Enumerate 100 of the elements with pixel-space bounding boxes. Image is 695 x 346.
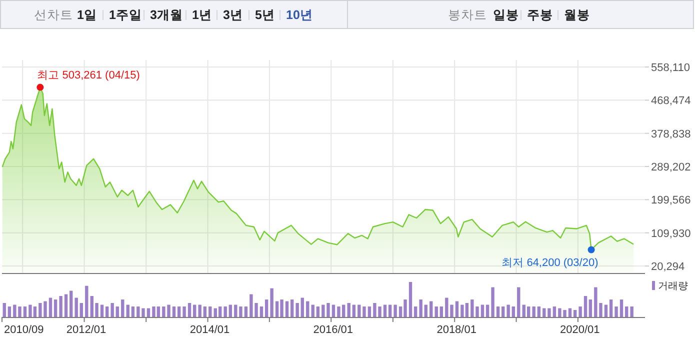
bar <box>110 303 114 317</box>
text: 주봉 <box>527 8 553 22</box>
bar <box>537 306 541 317</box>
bar <box>192 304 196 317</box>
bar <box>455 301 459 317</box>
bar <box>260 306 264 317</box>
bar <box>332 304 336 317</box>
bar <box>491 287 494 317</box>
text: 봉차트 <box>448 8 487 22</box>
bar <box>430 301 433 317</box>
bar <box>496 306 500 317</box>
bar <box>239 306 242 317</box>
bar <box>311 304 314 317</box>
text: 10년 <box>286 8 313 22</box>
bar <box>408 282 412 317</box>
y-tick-label: 199,566 <box>651 194 691 207</box>
bar <box>388 304 392 317</box>
bar <box>347 303 350 317</box>
bar <box>419 300 422 317</box>
bar <box>54 300 58 317</box>
bar <box>48 298 52 317</box>
bar <box>548 308 551 317</box>
bar <box>105 306 109 317</box>
bar <box>630 306 634 317</box>
y-tick-label: 558,110 <box>651 62 690 74</box>
bar <box>23 306 27 317</box>
text: 1일 <box>77 8 97 22</box>
bar <box>362 306 366 317</box>
bar <box>177 306 181 317</box>
text: 월봉 <box>564 8 590 22</box>
bar <box>368 306 372 317</box>
bar <box>285 301 289 317</box>
text: 1주일 <box>109 8 142 22</box>
x-tick-label: 2012/01 <box>66 324 106 336</box>
bar <box>2 303 6 317</box>
bar <box>440 306 444 317</box>
bar <box>59 296 62 317</box>
bar <box>64 294 68 317</box>
bar <box>121 300 124 317</box>
x-tick-label: 2018/01 <box>436 324 476 336</box>
bar <box>578 306 582 317</box>
bar <box>358 304 361 317</box>
bar <box>624 306 628 317</box>
bar <box>424 304 428 317</box>
text: 선차트 <box>34 8 73 22</box>
bar <box>234 304 238 317</box>
bar <box>517 287 520 317</box>
text: 일봉 <box>493 8 519 22</box>
bar <box>434 306 438 317</box>
bar <box>486 304 490 317</box>
bar <box>394 304 397 317</box>
bar <box>512 306 515 317</box>
bar <box>188 303 192 317</box>
x-tick-label: 2010/09 <box>4 324 44 336</box>
text: 5년 <box>255 8 275 22</box>
bar <box>552 306 556 317</box>
bar <box>300 298 304 317</box>
x-tick-label: 2020/01 <box>560 324 600 336</box>
bar <box>270 288 274 317</box>
bar <box>208 306 212 317</box>
text: 3년 <box>223 8 243 22</box>
bar <box>80 303 84 317</box>
bar <box>198 304 202 317</box>
bar <box>74 298 78 317</box>
bar <box>506 304 510 317</box>
bar <box>182 306 186 317</box>
y-tick-label: 289,202 <box>651 162 691 174</box>
bar <box>228 304 232 317</box>
y-tick-label: 468,474 <box>651 95 691 108</box>
bar <box>100 304 104 317</box>
bar <box>316 306 320 317</box>
bar <box>614 306 618 317</box>
bar <box>306 301 310 317</box>
bar <box>264 300 268 317</box>
text: 3개월 <box>150 8 183 22</box>
bar <box>620 300 624 317</box>
bar <box>609 300 613 317</box>
bar <box>501 306 505 317</box>
bar <box>244 306 248 317</box>
bar <box>588 300 592 317</box>
legend-label: 거래량 <box>658 281 688 292</box>
bar <box>131 306 135 317</box>
text: 1년 <box>192 8 212 22</box>
bar <box>584 296 588 317</box>
bar <box>203 306 206 317</box>
bar <box>573 310 577 317</box>
y-tick-label: 109,930 <box>651 228 691 240</box>
bar <box>146 308 150 317</box>
annotation: 최고 503,261 (04/15) <box>37 69 140 82</box>
bar <box>116 306 119 317</box>
bar <box>352 304 356 317</box>
bar <box>290 300 294 317</box>
y-tick-label: 20,294 <box>651 261 685 273</box>
bar <box>70 290 73 317</box>
bar <box>480 304 484 317</box>
bar <box>224 306 227 317</box>
x-tick-label: 2016/01 <box>313 324 353 336</box>
bar <box>8 306 12 317</box>
bar <box>85 286 88 317</box>
bar <box>532 306 536 317</box>
